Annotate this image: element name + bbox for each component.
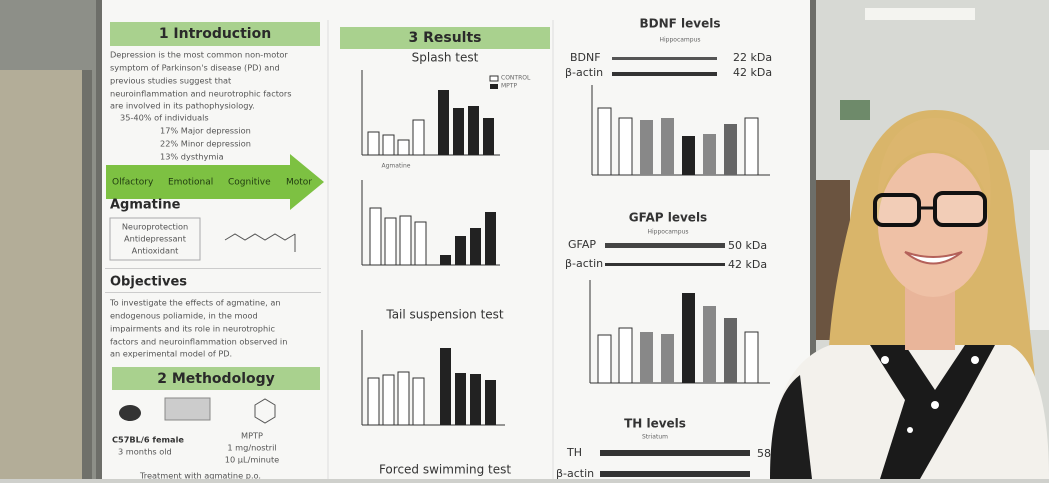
heading: Agmatine [110,198,181,213]
effect: Antioxidant [132,246,180,256]
band [612,57,717,60]
text-line: impairments and its role in neurotrophic [110,324,275,334]
text-line: an experimental model of PD. [110,349,232,359]
band [605,263,725,266]
band [600,471,750,477]
text-line: To investigate the effects of agmatine, … [109,298,281,308]
pathway-step: Olfactory [112,178,154,188]
device-icon [164,397,211,421]
heading: Objectives [110,275,187,290]
band [600,450,750,456]
rule [105,292,321,293]
effect: Antidepressant [124,234,187,244]
effects-box [109,217,201,261]
grooming-chart [361,180,500,266]
heading-bar [110,22,320,46]
text-line: previous studies suggest that [110,76,232,86]
person [770,110,1049,479]
heading-bar [112,367,320,390]
bullet: 22% Minor depression [160,139,251,149]
pathway-step: Motor [286,178,312,188]
legend-label: MPTP [501,83,517,90]
pathway-step: Cognitive [228,178,271,188]
band-size: 50 kDa [728,239,767,252]
band-name: BDNF [570,51,601,64]
text-line: factors and neuroinflammation observed i… [110,337,287,347]
axis-label: Agmatine [382,163,411,170]
blot-title: TH levels [624,417,686,431]
text-line: endogenous poliamide, in the mood [110,311,258,321]
band-name: β-actin [556,467,594,479]
method-text: Treatment with agmatine p.o. [139,471,261,480]
band-size: 42 kDa [728,258,767,271]
legend-label: CONTROL [501,75,531,82]
test-title: Forced swimming test [379,463,511,477]
ceiling-light [865,8,975,20]
band-size: 42 kDa [733,66,772,79]
heading: 1 Introduction [159,26,271,42]
test-title: Tail suspension test [385,308,504,322]
method-text: 3 months old [118,447,172,457]
text-line: symptom of Parkinson's disease (PD) and [110,63,280,73]
band-name: GFAP [568,238,596,251]
band [605,243,725,248]
cabinet [0,70,82,479]
bdnf-chart [591,85,770,176]
method-text: MPTP [241,431,263,441]
test-title: Splash test [412,51,479,65]
bullet: 17% Major depression [160,126,251,136]
pathway-arrow [106,154,324,210]
splash-chart [361,70,500,156]
bullet: 35-40% of individuals [120,113,209,123]
band-name: TH [566,446,582,459]
text-line: are involved in its pathophysiology. [110,101,255,111]
band-name: β-actin [565,66,603,79]
rule [105,268,321,269]
blot-region: Striatum [642,434,668,441]
band-name: β-actin [565,257,603,270]
method-text: 10 μL/minute [225,455,279,465]
blot-region: Hippocampus [647,229,688,236]
window [1030,150,1049,330]
heading: 2 Methodology [157,371,275,387]
text-line: Depression is the most common non-motor [110,50,288,60]
band-size: 22 kDa [733,51,772,64]
frame [82,70,92,479]
method-text: C57BL/6 female [112,435,184,445]
molecule [224,233,296,241]
blot-title: BDNF levels [640,17,721,31]
mouse-icon [119,405,141,421]
gfap-chart [589,280,770,384]
heading-bar [340,27,550,49]
bullet: 13% dysthymia [160,152,224,162]
sign [840,100,870,120]
pathway-step: Emotional [168,178,213,188]
method-text: 1 mg/nostril [227,443,276,453]
blot-region: Hippocampus [659,37,700,44]
tail-chart [361,330,505,426]
blot-title: GFAP levels [629,211,707,225]
heading: 3 Results [408,30,481,46]
molecule [254,398,276,424]
band [612,72,717,76]
effect: Neuroprotection [122,222,188,232]
text-line: neuroinflammation and neurotrophic facto… [110,89,292,99]
